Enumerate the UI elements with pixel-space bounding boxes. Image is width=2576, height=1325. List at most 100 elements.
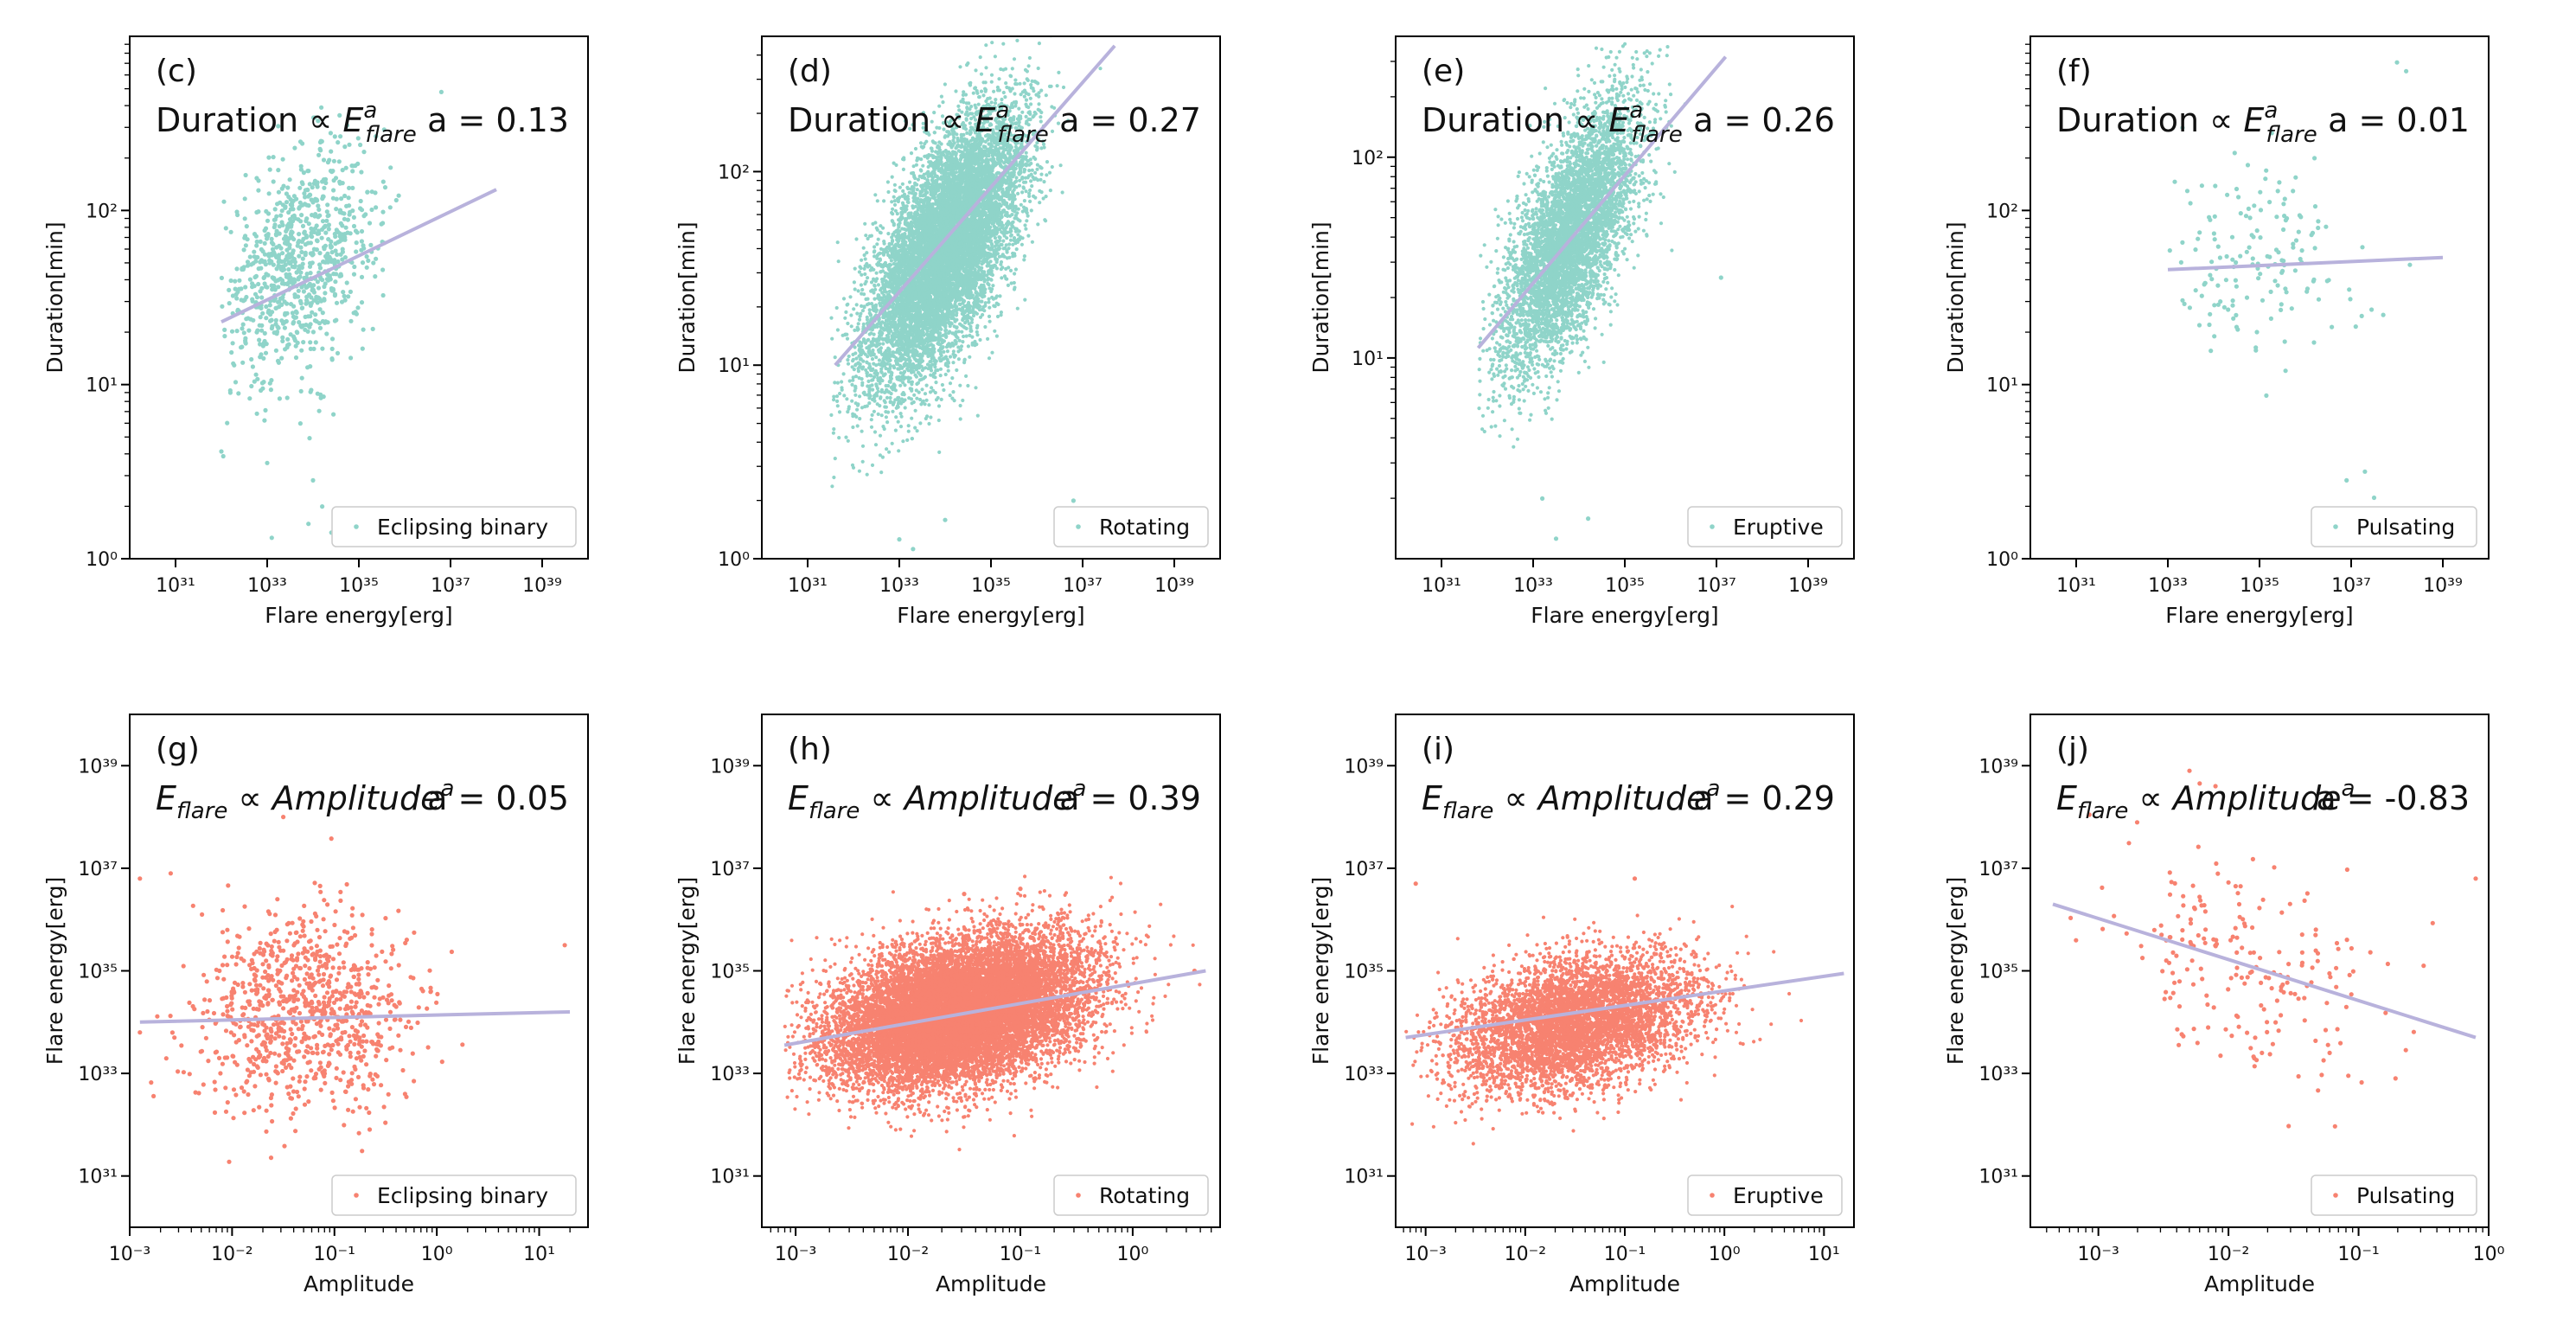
data-point — [230, 293, 235, 298]
legend-label: Eclipsing binary — [377, 515, 548, 540]
data-point — [890, 175, 894, 179]
data-point — [917, 390, 921, 394]
data-point — [252, 232, 258, 237]
data-point — [1023, 298, 1027, 302]
data-point — [989, 73, 994, 77]
data-point — [999, 310, 1003, 315]
data-point — [259, 305, 264, 310]
data-point — [995, 85, 1000, 90]
data-point — [854, 303, 859, 307]
data-point — [336, 159, 342, 164]
data-point — [1009, 281, 1013, 285]
data-point — [233, 278, 238, 284]
data-point — [243, 234, 248, 239]
data-point — [237, 278, 242, 283]
data-point — [240, 360, 246, 365]
data-point — [280, 338, 285, 343]
data-point — [869, 418, 873, 422]
data-point — [883, 405, 887, 409]
data-point — [936, 418, 941, 423]
data-point — [1018, 81, 1022, 86]
data-point — [1029, 208, 1033, 213]
data-point — [351, 223, 357, 229]
data-point — [879, 470, 884, 475]
data-point — [929, 146, 933, 150]
data-point — [288, 302, 294, 307]
data-point — [855, 407, 860, 412]
data-point — [340, 246, 345, 252]
data-point — [313, 298, 318, 304]
data-point — [259, 323, 265, 328]
data-point — [910, 416, 914, 420]
data-point — [263, 262, 268, 267]
data-point — [319, 235, 324, 240]
data-point — [304, 218, 309, 224]
data-point — [265, 211, 272, 216]
data-point — [964, 334, 968, 338]
data-point — [309, 295, 314, 300]
data-point — [373, 190, 378, 195]
data-point — [290, 251, 295, 256]
data-point — [296, 217, 301, 222]
data-point — [303, 242, 308, 247]
data-point — [242, 216, 247, 221]
data-point — [853, 287, 857, 291]
data-point — [993, 54, 997, 59]
data-point — [314, 294, 319, 299]
data-point — [942, 349, 946, 354]
data-point — [346, 294, 351, 299]
data-point — [850, 382, 854, 387]
data-point — [1033, 170, 1038, 175]
data-point — [855, 325, 860, 330]
data-point — [257, 337, 262, 342]
data-point — [930, 119, 934, 124]
data-point — [270, 287, 275, 292]
data-point — [916, 177, 920, 182]
data-point — [262, 418, 267, 423]
data-point — [339, 236, 344, 241]
data-point — [863, 272, 867, 277]
data-point — [1011, 242, 1015, 246]
data-point — [1030, 184, 1034, 189]
data-point — [335, 252, 340, 257]
data-point — [331, 412, 336, 417]
data-point — [262, 281, 267, 286]
data-point — [970, 317, 975, 322]
data-point — [326, 237, 331, 242]
data-point — [353, 310, 358, 315]
data-point — [308, 303, 313, 308]
data-point — [317, 251, 323, 256]
data-point — [909, 151, 914, 156]
data-point — [297, 421, 303, 426]
data-point — [359, 274, 365, 279]
data-point — [304, 202, 310, 208]
data-point — [999, 259, 1004, 265]
data-point — [273, 348, 278, 353]
data-point — [358, 198, 363, 204]
data-point — [262, 240, 267, 246]
data-point — [974, 118, 978, 122]
data-point — [290, 235, 295, 240]
data-point — [323, 180, 329, 186]
data-point — [285, 185, 291, 190]
data-point — [337, 209, 342, 214]
data-point — [351, 214, 356, 220]
data-point — [853, 393, 858, 397]
data-point — [873, 297, 877, 301]
data-point — [968, 121, 972, 125]
data-point — [360, 260, 366, 266]
data-point — [227, 287, 232, 292]
data-point — [304, 187, 310, 192]
data-point — [307, 436, 312, 441]
data-point — [869, 340, 873, 344]
data-point — [974, 386, 978, 390]
data-point — [980, 299, 984, 304]
data-point — [994, 98, 998, 102]
data-point — [364, 265, 369, 270]
data-point — [270, 275, 275, 280]
data-point — [310, 330, 316, 335]
data-point — [272, 330, 277, 336]
data-point — [236, 391, 241, 396]
data-point — [325, 160, 330, 165]
data-point — [930, 149, 935, 153]
